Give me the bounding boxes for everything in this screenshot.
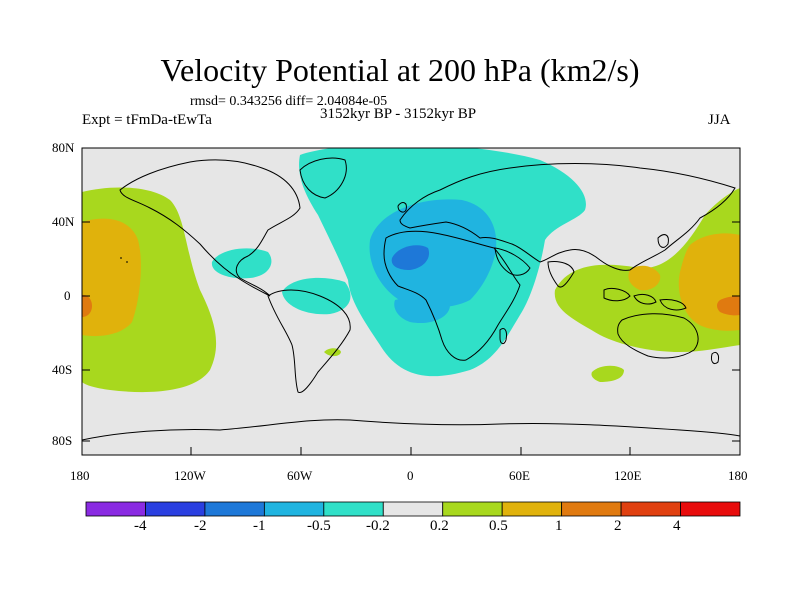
lat-label-80n: 80N (52, 140, 75, 155)
colorbar-label-7: 0.5 (489, 518, 508, 534)
contour-green-indian-ocean (591, 365, 624, 382)
colorbar-box (680, 501, 741, 517)
colorbar-box (323, 501, 384, 517)
contour-cyan-africa (369, 199, 497, 308)
colorbar-box (620, 501, 681, 517)
map-field (82, 148, 740, 455)
colorbar (85, 501, 741, 517)
lon-label-60w: 60W (287, 468, 313, 483)
experiment-label: Expt = tFmDa-tEwTa (82, 112, 212, 128)
lon-ticks (190, 447, 631, 455)
contour-orange-philippines (628, 265, 661, 291)
colorbar-label-4: -0.5 (307, 518, 331, 534)
colorbar-box (561, 501, 622, 517)
lat-label-40s: 40S (52, 362, 73, 377)
lon-label-120w: 120W (174, 468, 206, 483)
colorbar-label-10: 4 (673, 518, 681, 534)
colorbar-label-9: 2 (614, 518, 622, 534)
contour-darkorange-east (717, 296, 740, 316)
colorbar-box (145, 501, 206, 517)
lon-label-180w: 180 (70, 468, 90, 483)
lon-label-120e: 120E (614, 468, 642, 483)
contour-teal-caribbean (211, 248, 272, 279)
lon-label-180e: 180 (728, 468, 748, 483)
colorbar-label-6: 0.2 (430, 518, 449, 534)
stats-text: rmsd= 0.343256 diff= 2.04084e-05 (190, 94, 388, 109)
contour-darkorange-west (82, 294, 92, 317)
lat-ticks (82, 147, 740, 442)
season-label: JJA (708, 112, 731, 128)
contour-teal-samerica (282, 277, 351, 315)
contour-orange-west (82, 218, 141, 337)
plot-title: Velocity Potential at 200 hPa (km2/s) (160, 52, 640, 88)
contour-cyan-lobe (394, 297, 450, 324)
lat-label-80s: 80S (52, 433, 73, 448)
colorbar-box (85, 501, 146, 517)
colorbar-box (263, 501, 325, 517)
lat-label-40n: 40N (52, 214, 75, 229)
lat-label-0: 0 (64, 288, 71, 303)
colorbar-box (204, 501, 265, 517)
colorbar-label-3: -1 (253, 518, 266, 534)
contour-blue-core (391, 245, 430, 270)
colorbar-box (501, 501, 563, 517)
colorbar-box (382, 501, 444, 517)
colorbar-label-8: 1 (555, 518, 563, 534)
coastlines (82, 157, 740, 441)
lon-label-0: 0 (407, 468, 414, 483)
colorbar-box (442, 501, 503, 517)
colorbar-label-2: -2 (194, 518, 207, 534)
lon-label-60e: 60E (509, 468, 530, 483)
colorbar-label-1: -4 (134, 518, 147, 534)
colorbar-label-5: -0.2 (366, 518, 390, 534)
period-label: 3152kyr BP - 3152kyr BP (320, 106, 477, 122)
